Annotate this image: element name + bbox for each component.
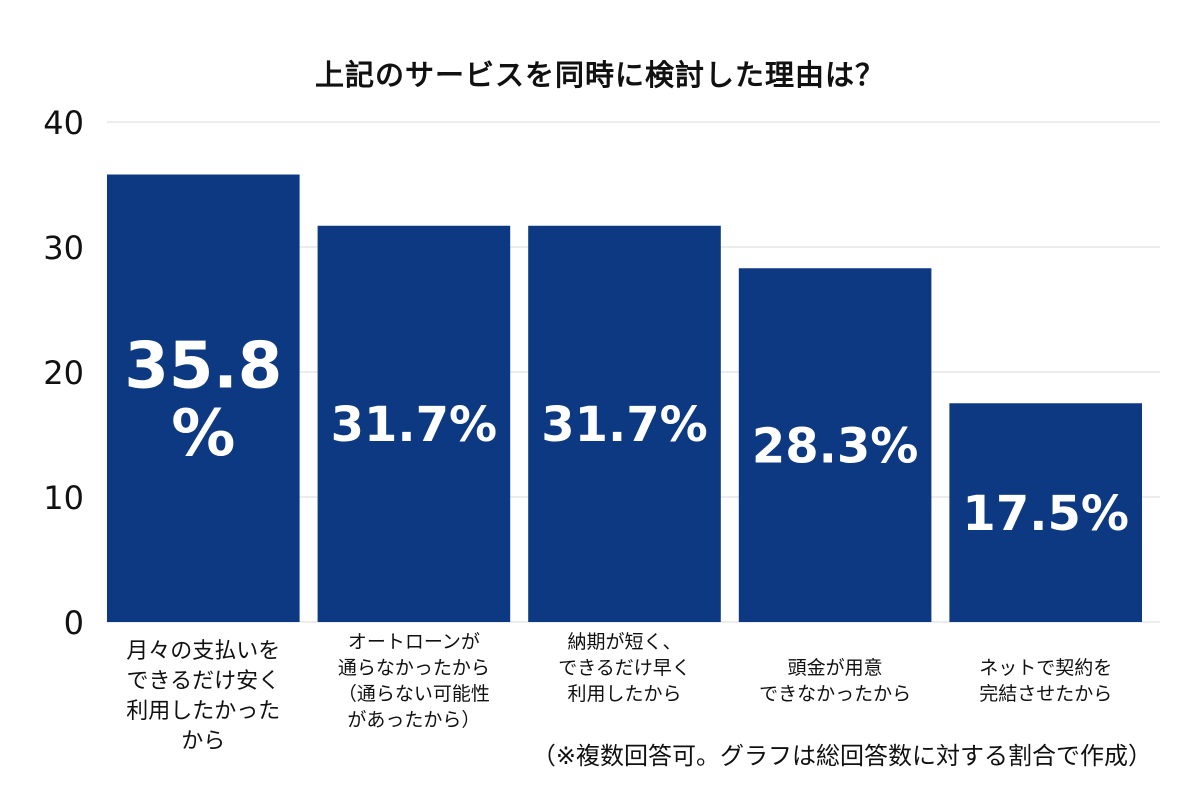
category-label: 月々の支払いをできるだけ安く利用したかったから	[126, 639, 280, 754]
y-tick-label: 0	[64, 604, 84, 642]
chart-footnote: （※複数回答可。グラフは総回答数に対する割合で作成）	[531, 742, 1152, 770]
category-label: オートローンが通らなかったから（通らない可能性があったから）	[338, 631, 490, 731]
chart-title: 上記のサービスを同時に検討した理由は？	[314, 58, 885, 92]
category-label: 納期が短く、できるだけ早く利用したから	[558, 631, 691, 705]
data-label: 31.7%	[331, 397, 498, 453]
data-label: 31.7%	[541, 397, 708, 453]
data-label: 17.5%	[962, 486, 1129, 542]
bar	[949, 403, 1142, 622]
category-label: ネットで契約を完結させたから	[979, 657, 1112, 705]
y-tick-label: 20	[43, 354, 84, 392]
category-label: 頭金が用意できなかったから	[759, 657, 911, 705]
y-tick-label: 40	[43, 104, 84, 142]
y-tick-label: 10	[43, 479, 84, 517]
bar	[738, 268, 932, 622]
data-label: 35.8%	[124, 330, 282, 471]
y-tick-label: 30	[43, 229, 84, 267]
data-label: 28.3%	[752, 418, 919, 474]
bar	[107, 174, 300, 622]
bar	[528, 225, 721, 622]
bar	[317, 225, 511, 622]
